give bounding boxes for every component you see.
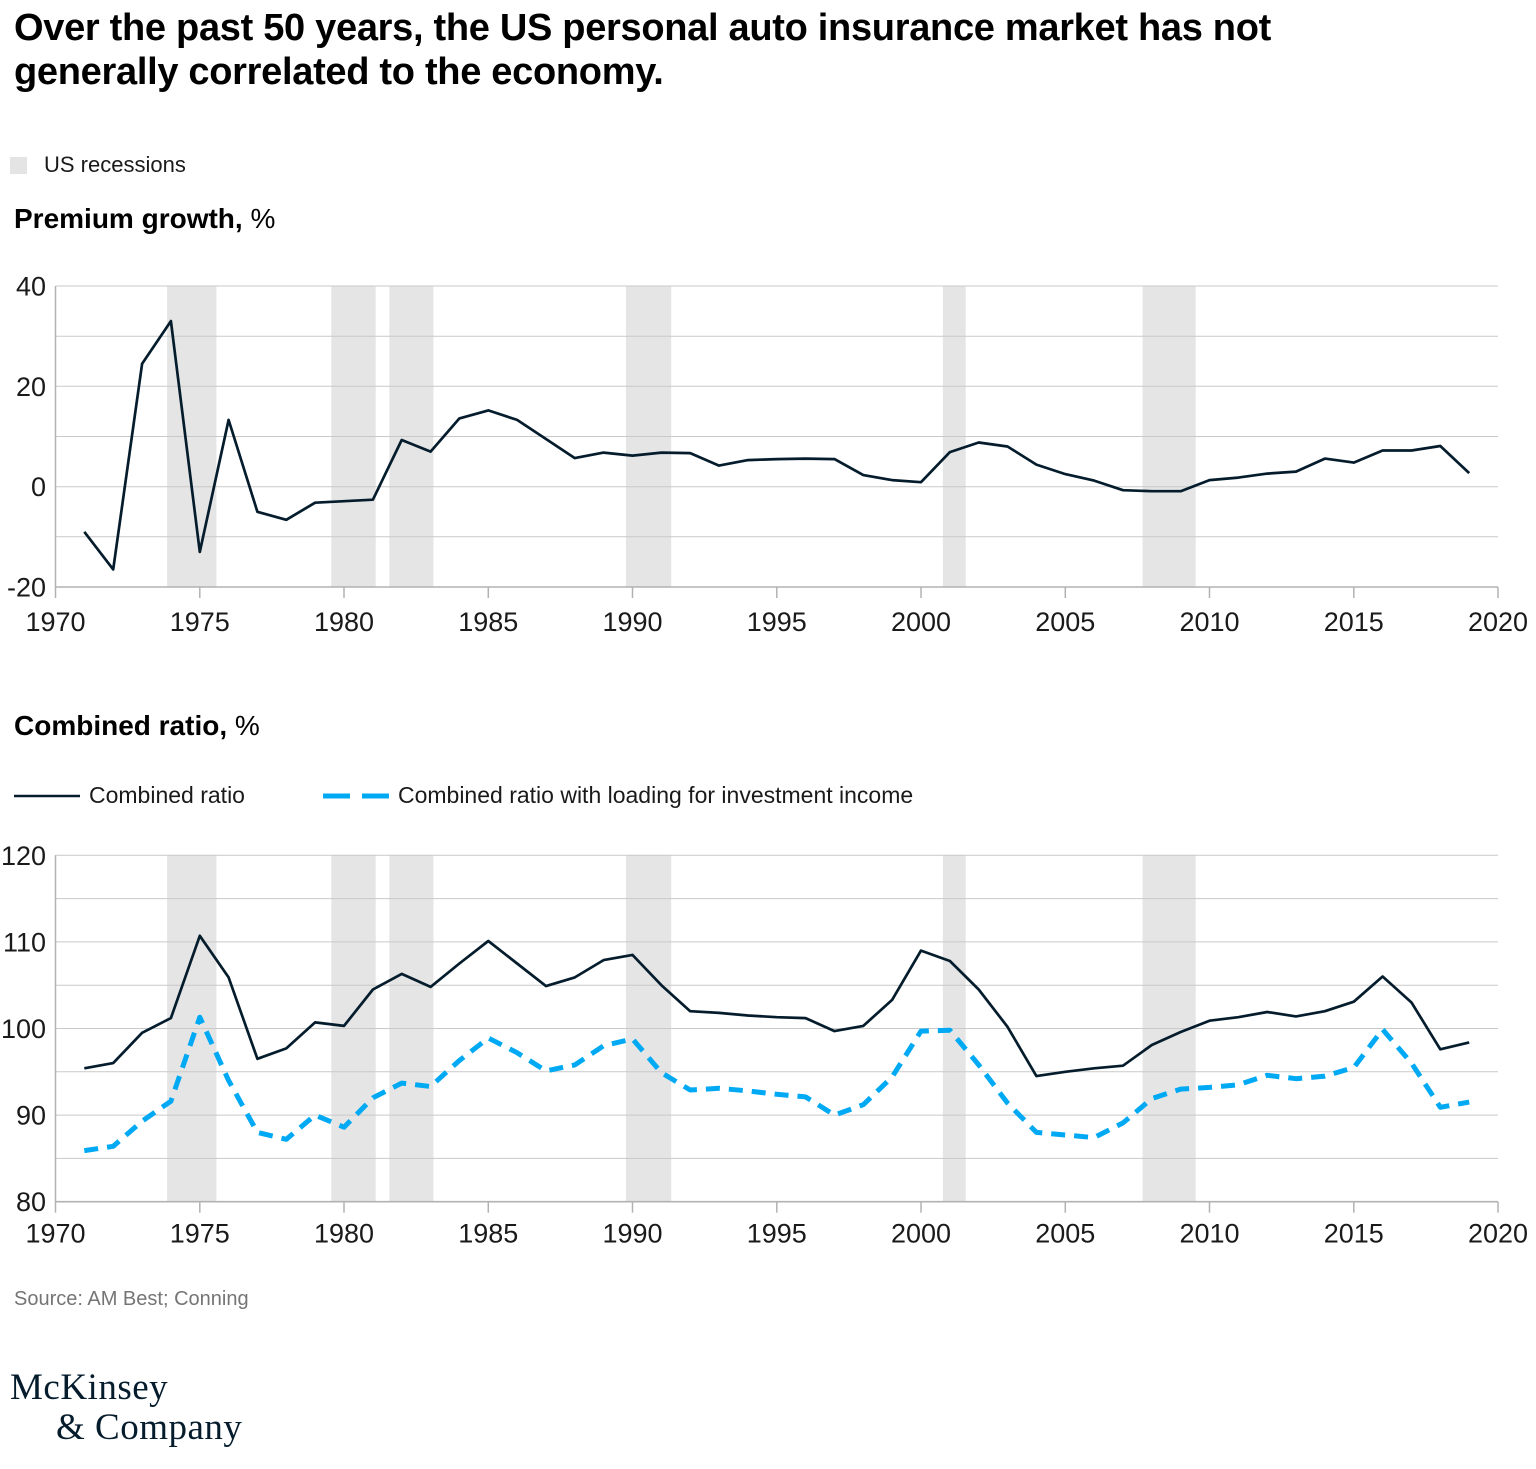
solid-line-swatch-icon <box>14 794 80 797</box>
recession-band-swatch-icon <box>10 156 27 174</box>
mckinsey-logo: McKinsey & Company <box>10 1368 242 1448</box>
x-tick-label: 2015 <box>1324 607 1384 637</box>
premium-growth-chart-title-text: Premium growth, <box>14 203 243 234</box>
legend-label-combined-ratio: Combined ratio <box>89 782 245 808</box>
mckinsey-logo-line2: & Company <box>56 1407 243 1448</box>
x-tick-label: 2010 <box>1179 1219 1239 1249</box>
recessions-legend-label: US recessions <box>44 152 186 177</box>
x-tick-label: 1990 <box>602 607 662 637</box>
y-tick-label: -20 <box>7 573 46 603</box>
y-tick-label: 40 <box>16 272 46 302</box>
x-tick-label: 2020 <box>1468 607 1528 637</box>
x-tick-label: 1970 <box>25 607 85 637</box>
combined-ratio-legend: Combined ratio Combined ratio with loadi… <box>14 782 913 809</box>
x-tick-label: 1990 <box>602 1219 662 1249</box>
premium-growth-line <box>83 319 1471 571</box>
page-title: Over the past 50 years, the US personal … <box>14 6 1494 94</box>
premium-growth-chart-title: Premium growth, % <box>14 203 275 235</box>
x-tick-label: 1975 <box>170 1219 230 1249</box>
y-tick-label: 80 <box>16 1187 46 1217</box>
x-tick-label: 1980 <box>314 1219 374 1249</box>
x-tick-label: 1995 <box>747 1219 807 1249</box>
x-tick-label: 1995 <box>747 607 807 637</box>
x-tick-label: 2000 <box>891 1219 951 1249</box>
x-tick-label: 1975 <box>170 607 230 637</box>
y-tick-label: 20 <box>16 372 46 402</box>
y-tick-label: 120 <box>1 841 46 871</box>
x-tick-label: 2010 <box>1179 607 1239 637</box>
page-title-line1: Over the past 50 years, the US personal … <box>14 7 1271 49</box>
x-tick-label: 2015 <box>1324 1219 1384 1249</box>
legend-item-combined-ratio: Combined ratio <box>14 782 245 809</box>
x-tick-label: 1970 <box>25 1219 85 1249</box>
combined-ratio-chart-title: Combined ratio, % <box>14 710 260 742</box>
combined-ratio-line <box>84 934 1470 1078</box>
source-note: Source: AM Best; Conning <box>14 1288 249 1310</box>
recessions-legend: US recessions <box>10 152 186 178</box>
y-tick-label: 90 <box>16 1101 46 1131</box>
x-tick-label: 1985 <box>458 607 518 637</box>
x-tick-label: 1985 <box>458 1219 518 1249</box>
y-tick-label: 0 <box>31 472 46 502</box>
x-tick-label: 2005 <box>1035 607 1095 637</box>
mckinsey-logo-line1: McKinsey <box>10 1367 169 1408</box>
y-tick-label: 100 <box>1 1014 46 1044</box>
x-tick-label: 2000 <box>891 607 951 637</box>
x-tick-label: 2005 <box>1035 1219 1095 1249</box>
combined-ratio-chart-title-text: Combined ratio, <box>14 710 228 741</box>
legend-item-combined-ratio-loading: Combined ratio with loading for investme… <box>322 782 914 809</box>
x-tick-label: 1980 <box>314 607 374 637</box>
y-tick-label: 110 <box>3 927 46 957</box>
x-tick-label: 2020 <box>1468 1219 1528 1249</box>
legend-label-combined-ratio-loading: Combined ratio with loading for investme… <box>397 782 914 808</box>
page-title-line2: generally correlated to the economy. <box>14 51 664 93</box>
combined-ratio-chart-title-unit: % <box>227 710 260 741</box>
premium-growth-chart-title-unit: % <box>242 203 276 234</box>
combined-ratio-loading-line <box>83 1014 1470 1154</box>
dashed-line-swatch-icon <box>322 793 389 798</box>
